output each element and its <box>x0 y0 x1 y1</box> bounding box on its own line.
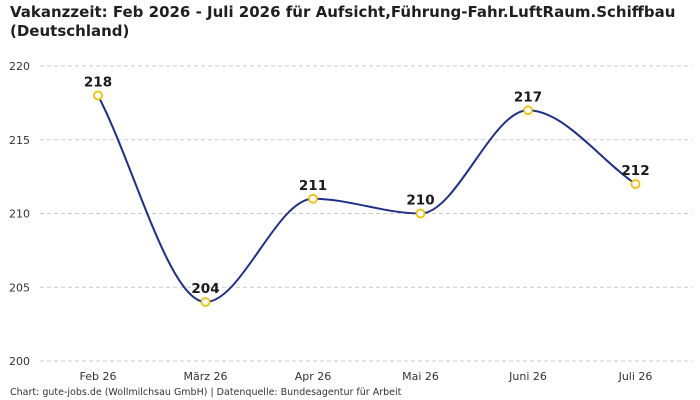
chart-source-footer: Chart: gute-jobs.de (Wollmilchsau GmbH) … <box>10 387 402 398</box>
data-label: 211 <box>299 178 327 194</box>
x-tick-label: Juli 26 <box>618 370 653 383</box>
data-label: 204 <box>191 281 219 297</box>
series-line <box>97 95 637 304</box>
x-tick-label: Apr 26 <box>295 370 332 383</box>
y-axis-ticks: 200 205 210 215 220 <box>9 60 30 368</box>
data-label: 212 <box>621 163 649 179</box>
y-tick-label: 200 <box>9 355 30 368</box>
x-tick-label: Mai 26 <box>402 370 439 383</box>
data-point <box>523 105 533 116</box>
y-tick-label: 210 <box>9 208 30 221</box>
x-tick-label: März 26 <box>183 370 227 383</box>
data-label: 217 <box>514 89 542 105</box>
data-points <box>93 90 641 307</box>
y-tick-label: 220 <box>9 60 30 73</box>
data-labels: 218 204 211 210 217 212 <box>84 75 650 298</box>
x-tick-label: Feb 26 <box>80 370 117 383</box>
y-tick-label: 215 <box>9 134 30 147</box>
data-point <box>200 297 211 307</box>
data-label: 210 <box>406 193 434 209</box>
x-tick-label: Juni 26 <box>508 370 547 383</box>
y-tick-label: 205 <box>9 281 30 294</box>
data-point <box>93 90 103 101</box>
grid-lines <box>40 65 692 362</box>
data-label: 218 <box>84 75 112 91</box>
chart-title: Vakanzzeit: Feb 2026 - Juli 2026 für Auf… <box>10 3 676 40</box>
x-axis-ticks: Feb 26 März 26 Apr 26 Mai 26 Juni 26 Juli 26 <box>80 370 653 383</box>
data-point <box>308 193 318 204</box>
data-point <box>630 179 641 189</box>
data-point <box>415 208 426 219</box>
